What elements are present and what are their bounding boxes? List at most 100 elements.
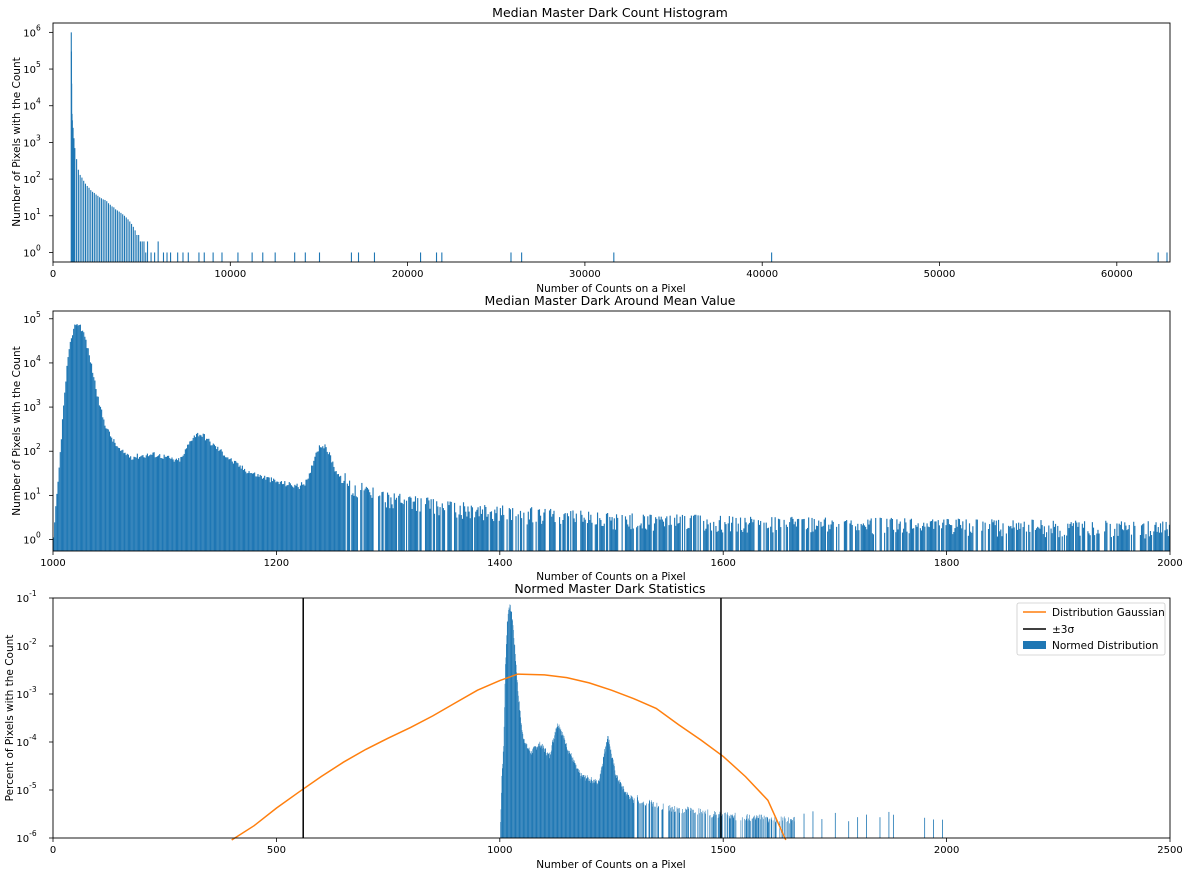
histogram-bar (719, 515, 721, 551)
histogram-bar (767, 527, 770, 551)
histogram-bar (222, 455, 224, 551)
histogram-bar (308, 473, 310, 551)
histogram-bar (1057, 525, 1059, 551)
histogram-bar (307, 478, 309, 551)
histogram-bar (501, 775, 503, 838)
histogram-bar (525, 742, 527, 838)
histogram-bar (182, 252, 184, 262)
histogram-bar (595, 782, 597, 838)
histogram-bar (60, 439, 62, 551)
histogram-bar (218, 451, 220, 551)
histogram-bar (365, 486, 367, 551)
histogram-bar (1124, 522, 1126, 551)
histogram-bar (316, 451, 318, 551)
histogram-bar (590, 780, 591, 838)
histogram-bar (630, 529, 632, 551)
histogram-bar (1071, 525, 1073, 551)
histogram-bar (596, 780, 597, 838)
histogram-bar (1067, 523, 1069, 551)
histogram-bar (739, 517, 742, 551)
legend-label-normed: Normed Distribution (1052, 640, 1158, 652)
histogram-bar (701, 812, 702, 838)
histogram-bar (1078, 522, 1080, 551)
histogram-bar (791, 820, 793, 838)
histogram-bar (626, 519, 628, 551)
histogram-bar (734, 812, 736, 838)
histogram-bar (242, 470, 245, 551)
histogram-bar (796, 519, 799, 551)
histogram-bar (850, 520, 852, 551)
histogram-bar (965, 519, 967, 551)
histogram-bar (933, 528, 935, 551)
histogram-bar (114, 442, 116, 551)
histogram-bar (613, 252, 615, 262)
histogram-bar (502, 768, 503, 838)
histogram-bar (1081, 523, 1083, 551)
histogram-bar (727, 523, 729, 551)
histogram-bar (1157, 527, 1159, 551)
histogram-bar (92, 191, 94, 262)
histogram-bar (668, 805, 669, 838)
histogram-bar (181, 456, 183, 551)
histogram-bar (763, 815, 765, 838)
histogram-bar (519, 710, 521, 838)
histogram-bar (898, 523, 900, 551)
histogram-bar (341, 482, 343, 551)
y-tick-label: 10-2 (16, 637, 36, 653)
histogram-bar (1165, 521, 1167, 551)
histogram-bar (143, 241, 145, 262)
histogram-bar (87, 348, 89, 551)
histogram-bar (860, 523, 862, 551)
histogram-bar (216, 449, 218, 551)
x-tick-label: 500 (267, 845, 286, 856)
histogram-bar (928, 527, 930, 551)
histogram-bar (729, 531, 732, 551)
histogram-bar (607, 513, 609, 551)
histogram-bar (687, 806, 689, 838)
histogram-bar (328, 452, 331, 551)
histogram-bar (722, 532, 724, 551)
histogram-bar (924, 817, 926, 838)
histogram-bar (590, 777, 592, 838)
legend-label-gaussian: Distribution Gaussian (1052, 607, 1165, 619)
histogram-bar (302, 484, 304, 551)
histogram-bar (632, 528, 634, 551)
histogram-bar (615, 514, 618, 551)
histogram-bar (621, 514, 623, 551)
histogram-bar (120, 450, 122, 551)
histogram-bar (583, 776, 585, 838)
histogram-bar (570, 753, 572, 838)
histogram-bar (784, 818, 786, 838)
histogram-bar (761, 814, 762, 838)
histogram-bar (558, 727, 559, 838)
histogram-bar (137, 458, 140, 551)
histogram-bar (768, 821, 769, 838)
histogram-bar (654, 806, 655, 838)
histogram-bar (593, 779, 594, 838)
histogram-bar (304, 252, 306, 262)
sigma-lines (302, 598, 722, 838)
histogram-bar (191, 440, 193, 551)
y-axis-label: Number of Pixels with the Count (11, 346, 23, 515)
histogram-bar (567, 516, 570, 551)
histogram-bar (484, 505, 486, 551)
histogram-bar (586, 778, 587, 838)
histogram-bar (609, 516, 611, 551)
histogram-bar (547, 753, 549, 838)
histogram-bar (605, 745, 607, 838)
histogram-bar (507, 613, 509, 838)
histogram-bar (369, 492, 371, 551)
histogram-bar (642, 802, 644, 838)
y-tick-label: 101 (23, 207, 41, 223)
histogram-bar (373, 252, 376, 262)
histogram-bar (697, 814, 698, 838)
histogram-bar (956, 526, 958, 551)
histogram-bar (1166, 529, 1168, 551)
histogram-bar (573, 761, 575, 838)
histogram-bar (846, 520, 848, 551)
histogram-bar (798, 518, 800, 551)
histogram-bar (729, 814, 731, 838)
histogram-bar (987, 528, 990, 551)
histogram-bar (727, 815, 729, 838)
histogram-bar (54, 522, 56, 551)
